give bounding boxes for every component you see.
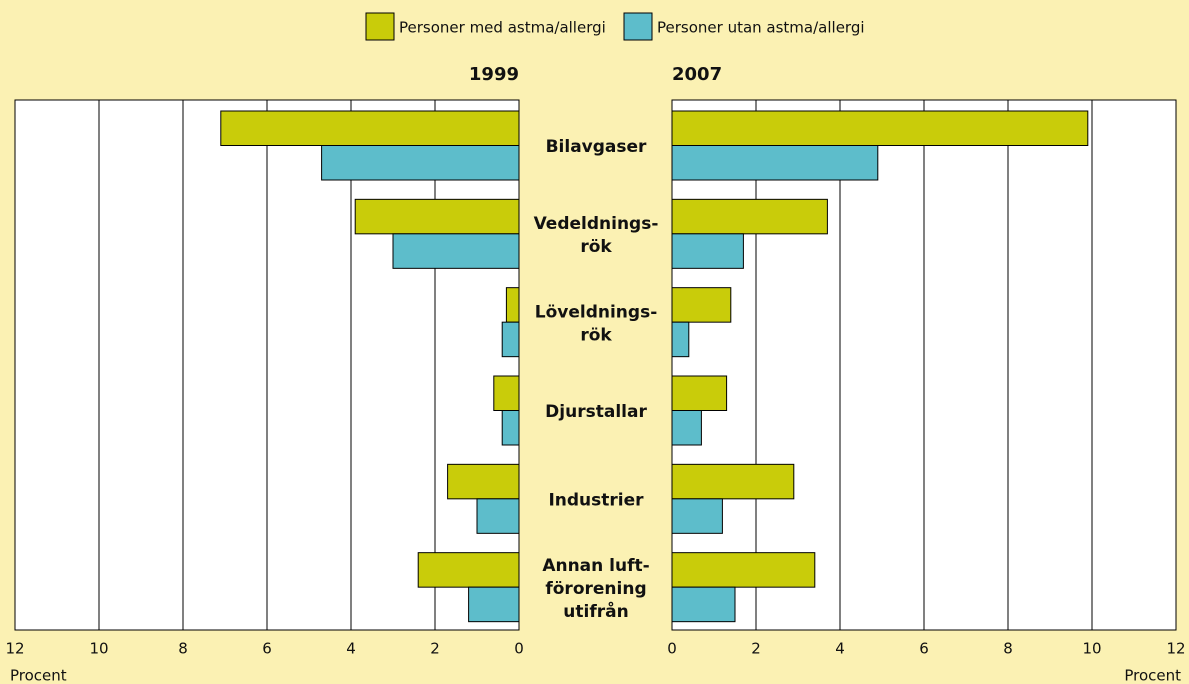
panel-title: 1999	[469, 64, 519, 85]
x-tick-label: 8	[1003, 640, 1013, 658]
bar	[505, 287, 520, 323]
legend-label: Personer med astma/allergi	[399, 19, 606, 37]
bar	[671, 287, 732, 323]
category-label: Djurstallar	[545, 402, 647, 422]
legend-swatch	[623, 12, 653, 41]
legend-label: Personer utan astma/allergi	[657, 19, 865, 37]
x-tick-label: 4	[835, 640, 845, 658]
bar	[671, 463, 795, 500]
bar	[671, 110, 1089, 146]
bar	[671, 233, 744, 269]
bar	[476, 498, 520, 534]
category-label: Bilavgaser	[546, 137, 647, 157]
x-tick-label: 8	[178, 640, 188, 658]
category-label: Annan luft-	[542, 556, 649, 576]
bar	[493, 375, 520, 411]
x-tick-label: 0	[667, 640, 677, 658]
category-label: rök	[580, 237, 612, 257]
x-tick-label: 2	[430, 640, 440, 658]
x-tick-label: 12	[1166, 640, 1185, 658]
bar	[321, 145, 520, 181]
x-tick-label: 6	[919, 640, 929, 658]
x-axis-label: Procent	[10, 667, 67, 684]
bar	[220, 110, 520, 146]
category-label: rök	[580, 325, 612, 345]
x-axis-label: Procent	[1124, 667, 1181, 684]
bar	[671, 375, 728, 411]
x-tick-label: 10	[89, 640, 108, 658]
category-label: förorening	[545, 579, 646, 599]
bar	[392, 233, 520, 269]
x-tick-label: 4	[346, 640, 356, 658]
bar	[501, 410, 520, 446]
x-tick-label: 0	[514, 640, 524, 658]
category-label: Industrier	[548, 491, 644, 511]
bar	[671, 498, 723, 534]
bar	[417, 552, 520, 588]
bar	[671, 410, 702, 446]
bar	[671, 552, 816, 588]
bar	[468, 586, 520, 623]
bar	[447, 463, 520, 500]
x-tick-label: 10	[1082, 640, 1101, 658]
bar	[671, 586, 736, 623]
category-label: utifrån	[563, 600, 628, 622]
bar	[501, 321, 520, 358]
x-tick-label: 12	[5, 640, 24, 658]
bar	[671, 321, 690, 358]
bar	[354, 198, 520, 235]
panel-title: 2007	[672, 64, 722, 85]
x-tick-label: 6	[262, 640, 272, 658]
legend-swatch	[365, 12, 395, 41]
bar	[671, 145, 879, 181]
x-tick-label: 2	[751, 640, 761, 658]
category-label: Löveldnings-	[535, 302, 658, 322]
bar	[671, 198, 828, 235]
category-label: Vedeldnings-	[534, 214, 659, 234]
